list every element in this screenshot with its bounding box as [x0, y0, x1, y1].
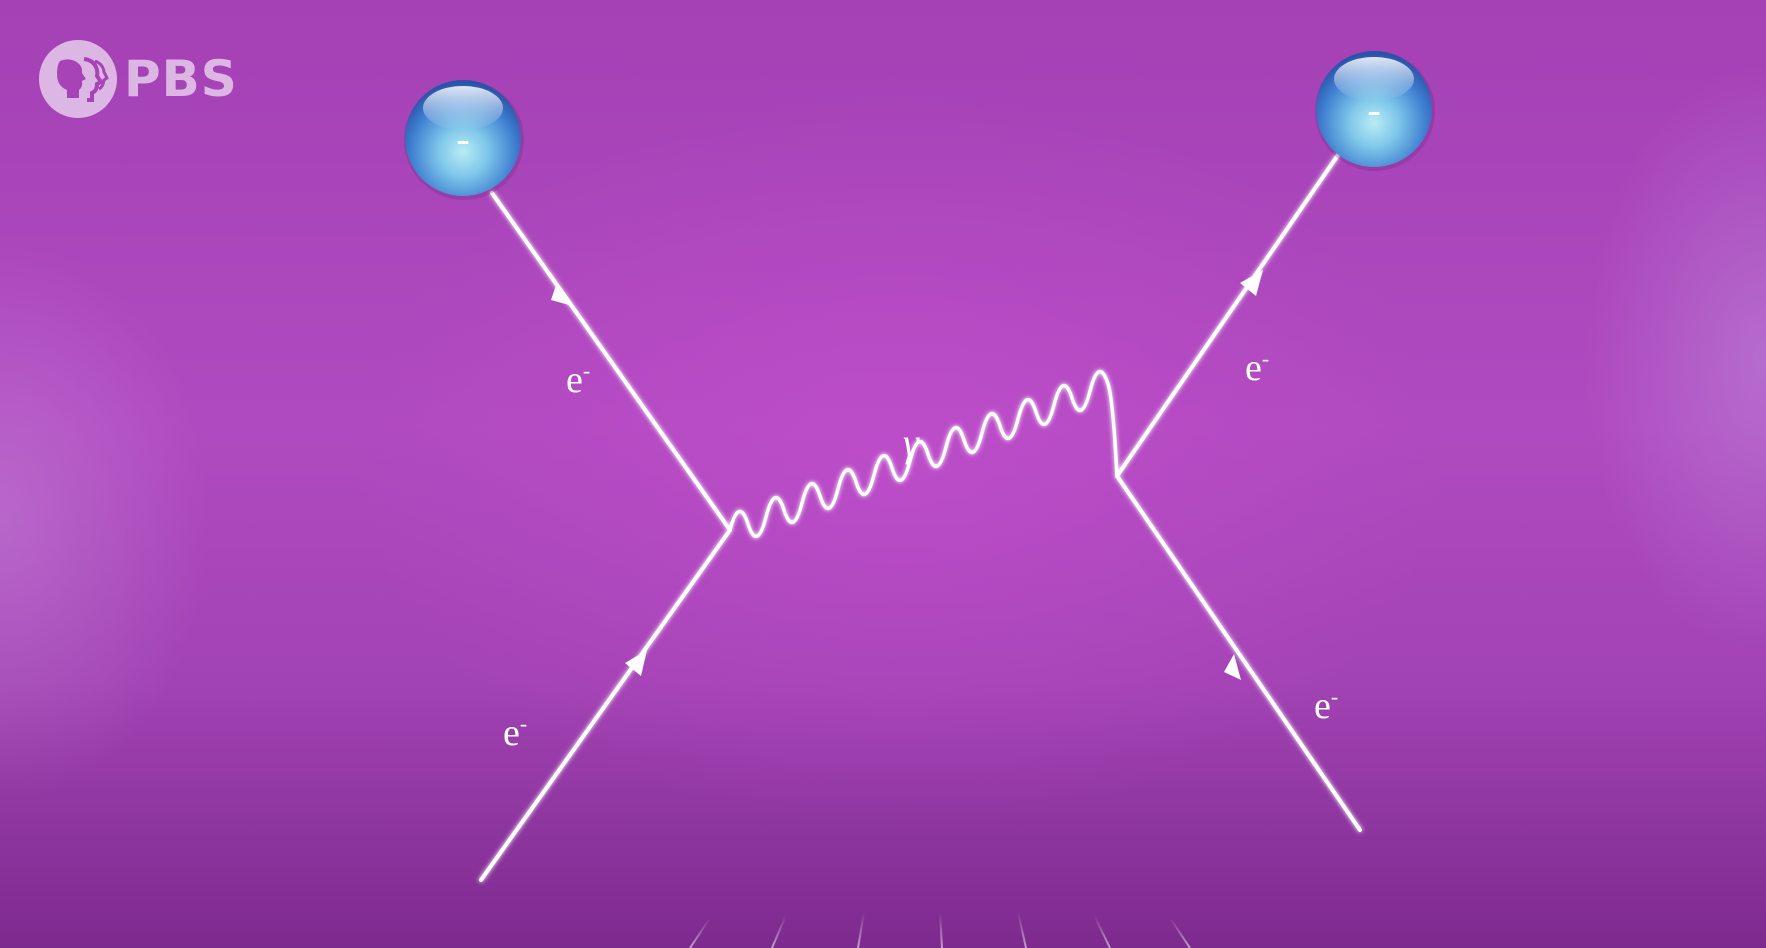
- label-photon: γ: [903, 420, 920, 465]
- photon-wavy-line: [728, 370, 1119, 538]
- arrow-upper-right: [1240, 270, 1263, 296]
- electron-line-upper-left: [490, 191, 732, 532]
- sphere-charge-label: -: [456, 116, 469, 161]
- electron-line-upper-right: [1115, 153, 1340, 478]
- sphere-charge-label: -: [1367, 87, 1380, 132]
- label-upper-right-electron: e-: [1245, 346, 1269, 389]
- label-upper-left-electron: e-: [566, 358, 590, 401]
- arrow-lower-right: [1224, 654, 1241, 680]
- electron-sphere-top-left: -: [404, 80, 524, 200]
- arrow-upper-left: [551, 282, 569, 305]
- label-lower-left-electron: e-: [503, 711, 527, 754]
- arrowheads: [551, 270, 1263, 680]
- arrow-lower-left: [625, 650, 647, 676]
- pbs-logo-text: PBS: [124, 50, 238, 108]
- pbs-logo: PBS: [38, 38, 238, 120]
- floor-grid: [620, 911, 1260, 948]
- electron-sphere-top-right: -: [1315, 51, 1435, 171]
- label-lower-right-electron: e-: [1314, 684, 1338, 727]
- pbs-heads-icon: [39, 40, 117, 118]
- electron-line-lower-left: [479, 528, 732, 882]
- electron-line-lower-right: [1115, 474, 1362, 832]
